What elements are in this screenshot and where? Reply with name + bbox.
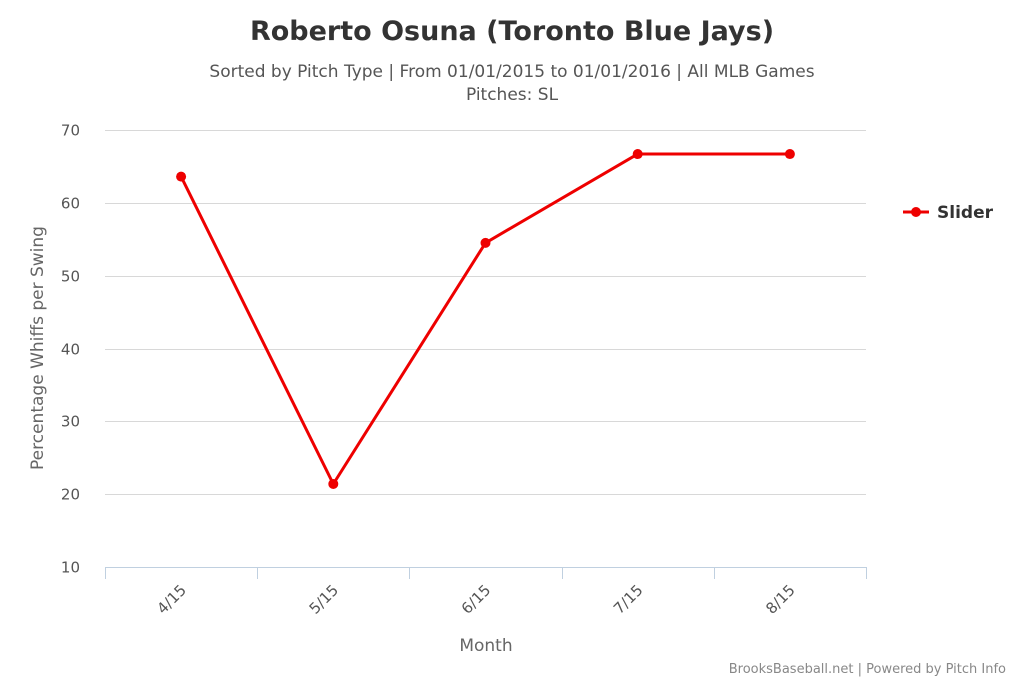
credits[interactable]: BrooksBaseball.net | Powered by Pitch In…: [729, 662, 1006, 677]
y-tick-label-50: 50: [61, 268, 80, 286]
chart-title: Roberto Osuna (Toronto Blue Jays): [250, 16, 774, 47]
data-point-3: [632, 149, 643, 160]
legend-label-slider: Slider: [937, 203, 994, 223]
data-point-4: [784, 149, 795, 160]
y-tick-label-20: 20: [61, 486, 80, 504]
legend[interactable]: Slider: [903, 203, 994, 223]
x-tick-labels: 4/15 5/15 6/15 7/15 8/15: [153, 581, 798, 618]
x-tick-label-1: 5/15: [306, 581, 343, 618]
y-tick-label-30: 30: [61, 413, 80, 431]
data-point-0: [176, 171, 187, 182]
data-point-2: [480, 237, 491, 248]
y-tick-labels: 10 20 30 40 50 60 70: [61, 122, 80, 577]
y-axis-title: Percentage Whiffs per Swing: [28, 226, 48, 470]
y-gridlines: [105, 130, 866, 495]
x-tick-label-3: 7/15: [610, 581, 647, 618]
x-tick-label-4: 8/15: [762, 581, 799, 618]
data-point-1: [328, 478, 339, 489]
y-tick-label-60: 60: [61, 195, 80, 213]
chart-subtitle-line-2: Pitches: SL: [466, 85, 559, 105]
x-axis: [105, 567, 867, 579]
x-tick-label-0: 4/15: [153, 581, 190, 618]
series-layer: [176, 149, 795, 489]
y-tick-label-70: 70: [61, 122, 80, 140]
legend-marker-slider: [911, 207, 921, 217]
x-tick-label-2: 6/15: [458, 581, 495, 618]
y-tick-label-40: 40: [61, 341, 80, 359]
x-axis-title: Month: [459, 636, 512, 656]
y-tick-label-10: 10: [61, 559, 80, 577]
chart-subtitle-line-1: Sorted by Pitch Type | From 01/01/2015 t…: [209, 62, 814, 82]
